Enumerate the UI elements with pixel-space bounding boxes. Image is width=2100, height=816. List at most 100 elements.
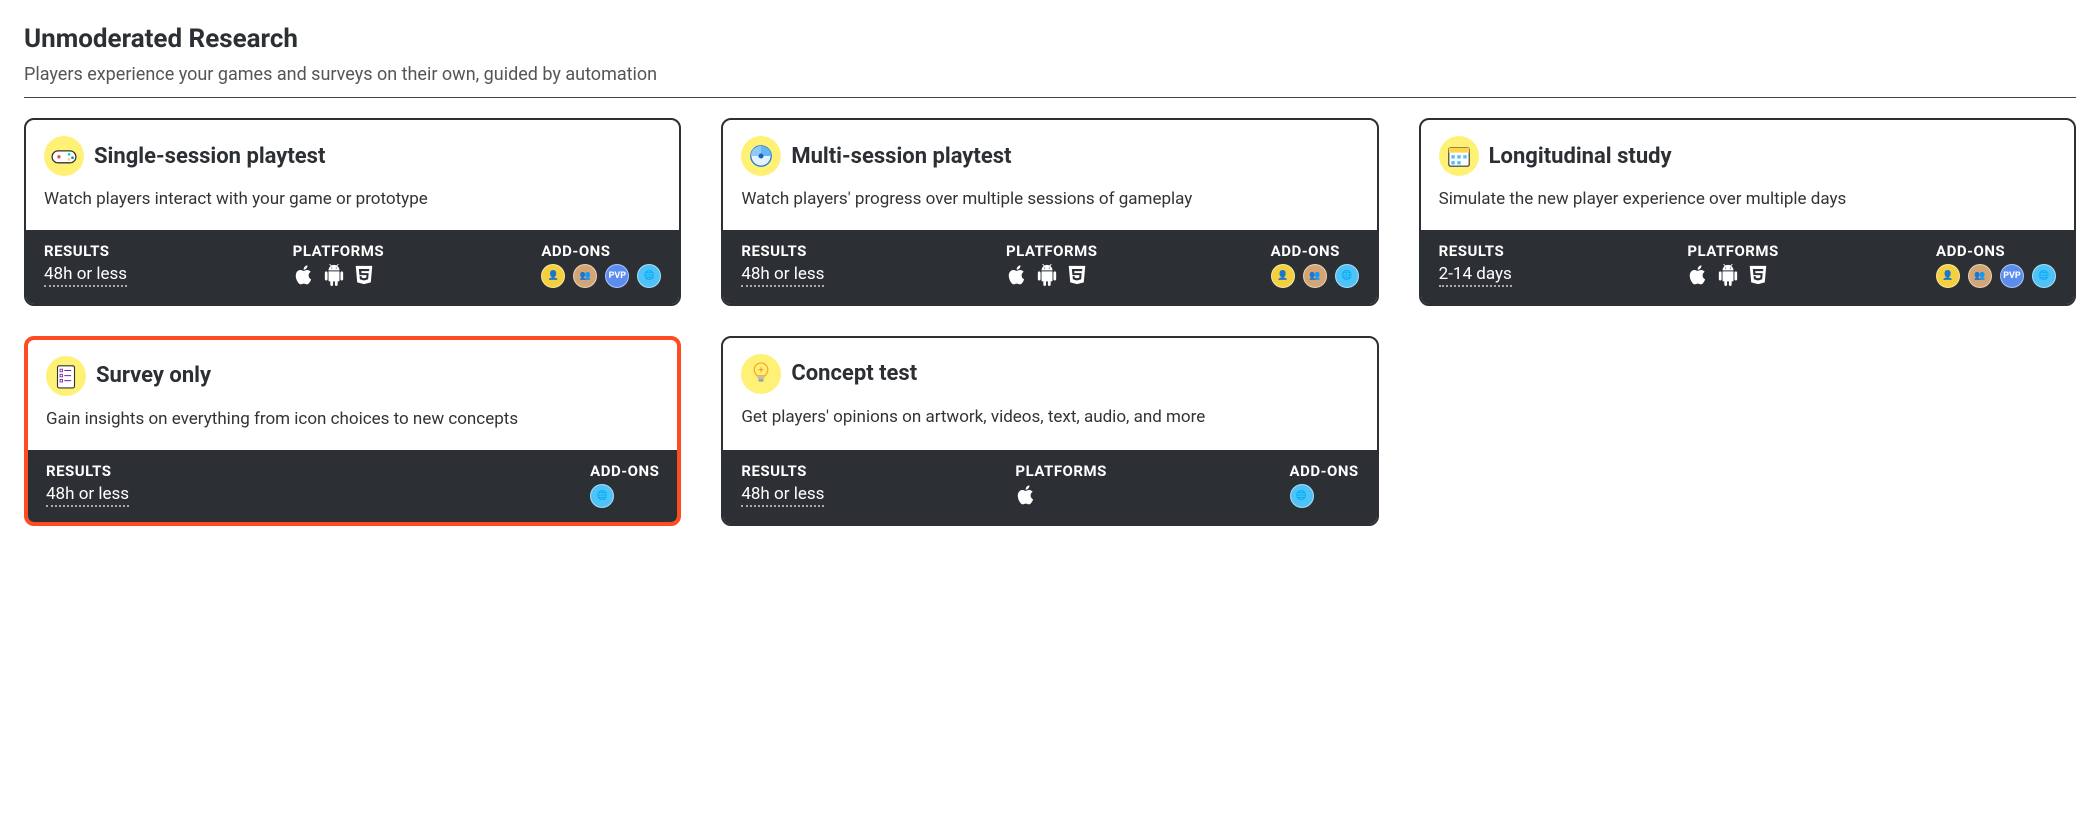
platforms-label: PLATFORMS [1006,242,1251,260]
results-column: RESULTS 48h or less [741,462,995,507]
results-label: RESULTS [44,242,273,260]
addon-icons: 👤 👥 PVP 🌐 [1936,264,2056,288]
platforms-column: PLATFORMS [293,242,522,290]
card-survey-only[interactable]: Survey only Gain insights on everything f… [24,336,681,526]
card-body: Multi-session playtest Watch players' pro… [723,120,1376,230]
addon-icons: 🌐 [590,484,659,508]
addons-column: ADD-ONS 👤 👥 PVP 🌐 [541,242,661,288]
card-single-session-playtest[interactable]: Single-session playtest Watch players int… [24,118,681,306]
html5-icon [1066,264,1088,290]
apple-icon [1687,264,1709,290]
addon-4-icon: 🌐 [2032,264,2056,288]
card-title: Multi-session playtest [791,144,1011,169]
addon-icons: 🌐 [1290,484,1359,508]
platforms-label: PLATFORMS [293,242,522,260]
section-subtitle: Players experience your games and survey… [24,64,2076,98]
cards-grid: Single-session playtest Watch players int… [24,118,2076,526]
android-icon [1717,264,1739,290]
addons-label: ADD-ONS [1936,242,2056,260]
gamepad-icon [44,136,84,176]
addons-label: ADD-ONS [590,462,659,480]
platforms-column: PLATFORMS [1687,242,1916,290]
card-description: Gain insights on everything from icon ch… [46,408,659,432]
platforms-column: PLATFORMS [1015,462,1269,510]
addon-4-icon: 🌐 [637,264,661,288]
card-header: Concept test [741,354,1358,394]
results-column: RESULTS 48h or less [741,242,986,287]
addon-icons: 👤 👥 PVP 🌐 [541,264,661,288]
results-value[interactable]: 48h or less [46,484,129,507]
addon-4-icon: 🌐 [1335,264,1359,288]
addon-1-icon: 👤 [541,264,565,288]
results-label: RESULTS [46,462,570,480]
card-footer: RESULTS 48h or less PLATFORMS ADD-ONS 🌐 [723,450,1376,524]
card-description: Simulate the new player experience over … [1439,188,2056,212]
card-footer: RESULTS 48h or less ADD-ONS 🌐 [28,450,677,522]
addon-pvp-icon: PVP [605,264,629,288]
addons-column: ADD-ONS 🌐 [590,462,659,508]
results-value[interactable]: 48h or less [741,264,824,287]
results-label: RESULTS [1439,242,1668,260]
card-footer: RESULTS 2-14 days PLATFORMS ADD-ONS 👤 👥 PVP 🌐 [1421,230,2074,304]
apple-icon [1015,484,1037,510]
card-body: Concept test Get players' opinions on art… [723,338,1376,450]
addon-icons: 👤 👥 🌐 [1271,264,1359,288]
card-longitudinal-study[interactable]: Longitudinal study Simulate the new playe… [1419,118,2076,306]
card-title: Single-session playtest [94,144,325,169]
addon-pvp-icon: PVP [2000,264,2024,288]
html5-icon [353,264,375,290]
platform-icons [1015,484,1269,510]
platforms-label: PLATFORMS [1015,462,1269,480]
results-column: RESULTS 2-14 days [1439,242,1668,287]
platforms-column: PLATFORMS [1006,242,1251,290]
sessions-icon [741,136,781,176]
platform-icons [1687,264,1916,290]
results-label: RESULTS [741,462,995,480]
card-description: Watch players' progress over multiple se… [741,188,1358,212]
card-description: Get players' opinions on artwork, videos… [741,406,1358,430]
card-body: Longitudinal study Simulate the new playe… [1421,120,2074,230]
card-body: Survey only Gain insights on everything f… [28,340,677,450]
card-body: Single-session playtest Watch players int… [26,120,679,230]
card-header: Multi-session playtest [741,136,1358,176]
platform-icons [293,264,522,290]
card-header: Single-session playtest [44,136,661,176]
results-value[interactable]: 48h or less [44,264,127,287]
addons-column: ADD-ONS 👤 👥 PVP 🌐 [1936,242,2056,288]
addon-2-icon: 👥 [1303,264,1327,288]
results-value[interactable]: 48h or less [741,484,824,507]
addons-label: ADD-ONS [541,242,661,260]
addon-4-icon: 🌐 [590,484,614,508]
addon-1-icon: 👤 [1936,264,1960,288]
results-column: RESULTS 48h or less [46,462,570,507]
addons-column: ADD-ONS 👤 👥 🌐 [1271,242,1359,288]
survey-icon [46,356,86,396]
addons-column: ADD-ONS 🌐 [1290,462,1359,508]
results-column: RESULTS 48h or less [44,242,273,287]
addons-label: ADD-ONS [1271,242,1359,260]
card-header: Survey only [46,356,659,396]
section-title: Unmoderated Research [24,24,2076,54]
platforms-label: PLATFORMS [1687,242,1916,260]
addon-1-icon: 👤 [1271,264,1295,288]
card-title: Concept test [791,361,917,386]
results-value[interactable]: 2-14 days [1439,264,1512,287]
card-title: Longitudinal study [1489,144,1672,169]
apple-icon [293,264,315,290]
addon-2-icon: 👥 [1968,264,1992,288]
android-icon [323,264,345,290]
card-footer: RESULTS 48h or less PLATFORMS ADD-ONS 👤 👥 PVP 🌐 [26,230,679,304]
calendar-icon [1439,136,1479,176]
platform-icons [1006,264,1251,290]
card-concept-test[interactable]: Concept test Get players' opinions on art… [721,336,1378,526]
results-label: RESULTS [741,242,986,260]
card-title: Survey only [96,363,211,388]
addon-4-icon: 🌐 [1290,484,1314,508]
addon-2-icon: 👥 [573,264,597,288]
addons-label: ADD-ONS [1290,462,1359,480]
card-header: Longitudinal study [1439,136,2056,176]
card-description: Watch players interact with your game or… [44,188,661,212]
apple-icon [1006,264,1028,290]
card-footer: RESULTS 48h or less PLATFORMS ADD-ONS 👤 👥 🌐 [723,230,1376,304]
card-multi-session-playtest[interactable]: Multi-session playtest Watch players' pro… [721,118,1378,306]
